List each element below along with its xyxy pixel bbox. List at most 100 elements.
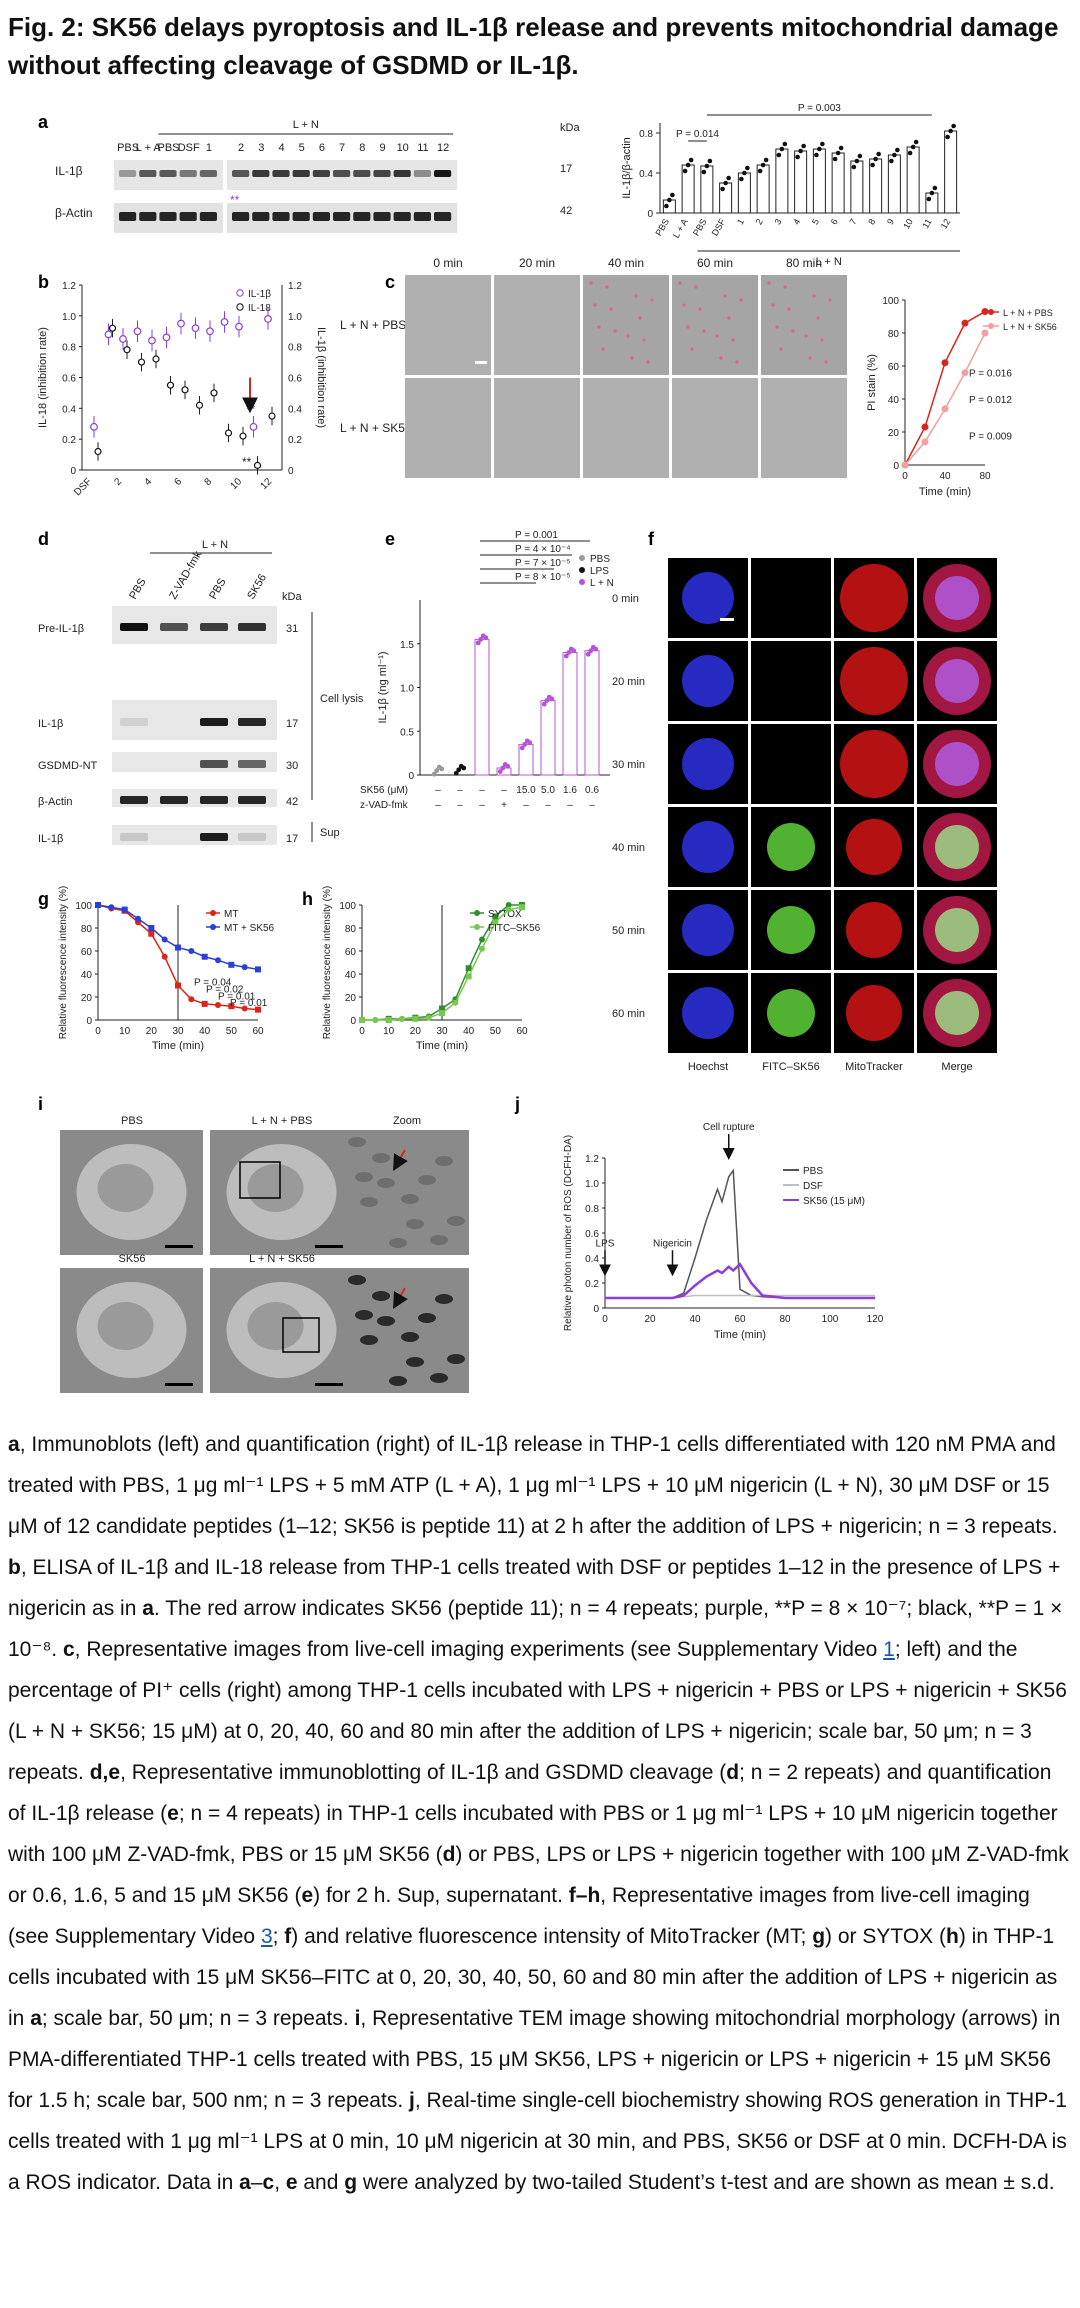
mitotracker-signal — [840, 647, 908, 715]
microscopy-image — [672, 378, 758, 478]
table-cell: 15.0 — [516, 785, 536, 796]
data-point — [104, 330, 113, 339]
table-cell: – — [457, 800, 463, 811]
pi-stained-cell — [605, 285, 609, 289]
data-point — [253, 461, 262, 469]
caption-segment: d — [726, 1761, 740, 1784]
x-tick-label: 12 — [939, 217, 953, 231]
pi-stained-cell — [634, 294, 638, 298]
pi-stained-cell — [630, 356, 634, 360]
mitotracker-signal — [840, 730, 908, 798]
nucleus — [247, 1164, 304, 1212]
data-point — [121, 906, 128, 913]
caption-segment: ; — [272, 1925, 285, 1948]
nucleus — [247, 1302, 304, 1350]
significance-star: ** — [230, 193, 240, 207]
actin-band — [252, 212, 270, 221]
data-point — [961, 319, 969, 327]
y-tick-label: 60 — [81, 947, 93, 958]
panel-letter-h: h — [302, 889, 313, 909]
caption-segment: were analyzed by two-tailed Student’s t-… — [357, 2171, 1055, 2194]
x-tick-label: 60 — [252, 1026, 264, 1037]
blot-band — [160, 623, 188, 631]
blot-background — [112, 752, 277, 772]
table-cell: – — [479, 785, 485, 796]
scale-bar — [165, 1383, 193, 1386]
mitochondrion — [406, 1357, 424, 1367]
data-point — [892, 152, 897, 158]
pi-stained-cell — [735, 360, 739, 364]
tem-image — [345, 1268, 469, 1393]
data-point — [961, 369, 969, 377]
data-point — [723, 180, 728, 186]
data-point — [593, 646, 599, 652]
x-axis-label: Time (min) — [919, 486, 971, 498]
pi-stained-cell — [808, 356, 812, 360]
panel-c-images: 0 min 20 min 40 min 60 min 80 min L + N + PBS… — [340, 256, 847, 478]
data-point — [910, 144, 916, 150]
y-tick-label: 0.6 — [62, 374, 76, 385]
pi-stained-cell — [597, 325, 601, 329]
actin-band — [119, 212, 137, 221]
blot-lane-label: PBS — [117, 142, 139, 154]
mitochondrion — [430, 1373, 448, 1383]
y-tick-label: 0.6 — [585, 1229, 599, 1240]
caption-segment: . The red arrow indicates SK56 (peptide … — [8, 1597, 1063, 1661]
caption-segment: , Representative images from live-cell i… — [74, 1638, 884, 1661]
data-point — [452, 999, 459, 1006]
blot-row-label: Pre-IL-1β — [38, 623, 84, 635]
image-label: Zoom — [393, 1115, 421, 1127]
blot-band — [238, 833, 266, 841]
il1b-band — [119, 170, 137, 177]
side-label: Sup — [320, 827, 340, 839]
bar — [562, 652, 578, 776]
blot-band — [238, 760, 266, 768]
caption-segment: j — [409, 2089, 415, 2112]
y-tick-label: 100 — [339, 901, 356, 912]
data-point — [453, 770, 459, 776]
legend-label: MT — [224, 909, 238, 920]
caption-segment: a — [30, 2007, 42, 2030]
blot-band — [120, 718, 148, 726]
caption-segment: ) or SYTOX ( — [825, 1925, 947, 1948]
p-value: P = 0.01 — [218, 991, 256, 1002]
actin-band — [413, 212, 431, 221]
il1b-band — [199, 170, 217, 177]
caption-segment: , Representative images from live-cell i… — [8, 1884, 1030, 1948]
caption-segment: ) in THP-1 cells incubated with 15 μM SK… — [8, 1925, 1058, 2030]
blot-band — [238, 718, 266, 726]
x-tick-label: 40 — [463, 1026, 475, 1037]
data-point — [108, 904, 115, 911]
side-label: Cell lysis — [320, 693, 364, 705]
significance-star: ** — [242, 455, 252, 469]
pi-stained-cell — [824, 360, 828, 364]
data-point — [670, 192, 675, 198]
legend-marker — [210, 924, 216, 930]
data-point — [566, 650, 572, 655]
pi-stained-cell — [601, 347, 605, 351]
microscopy-image — [583, 275, 669, 375]
figure-title: Fig. 2: SK56 delays pyroptosis and IL-1β… — [8, 12, 1059, 80]
x-tick-label: 3 — [772, 217, 783, 226]
legend-marker — [474, 924, 480, 930]
data-point — [801, 143, 806, 149]
time-label: 40 min — [608, 256, 644, 270]
mitochondrion — [355, 1172, 373, 1182]
y-tick-label: 60 — [888, 362, 900, 373]
caption-link[interactable]: 1 — [883, 1638, 895, 1661]
data-point — [981, 329, 989, 337]
x-tick-label: 30 — [172, 1026, 184, 1037]
data-point — [461, 765, 467, 771]
caption-segment: a — [8, 1433, 20, 1456]
caption-link[interactable]: 3 — [260, 1925, 273, 1948]
data-point — [133, 327, 142, 336]
x-tick-label: 40 — [689, 1314, 701, 1325]
mitotracker-signal — [840, 564, 908, 632]
mitochondrion — [355, 1310, 373, 1320]
pi-stained-cell — [638, 316, 642, 320]
blot-lane-label: DSF — [178, 142, 200, 154]
data-point — [505, 763, 511, 769]
kda-label: 17 — [560, 163, 572, 175]
mitochondrion — [348, 1275, 366, 1285]
